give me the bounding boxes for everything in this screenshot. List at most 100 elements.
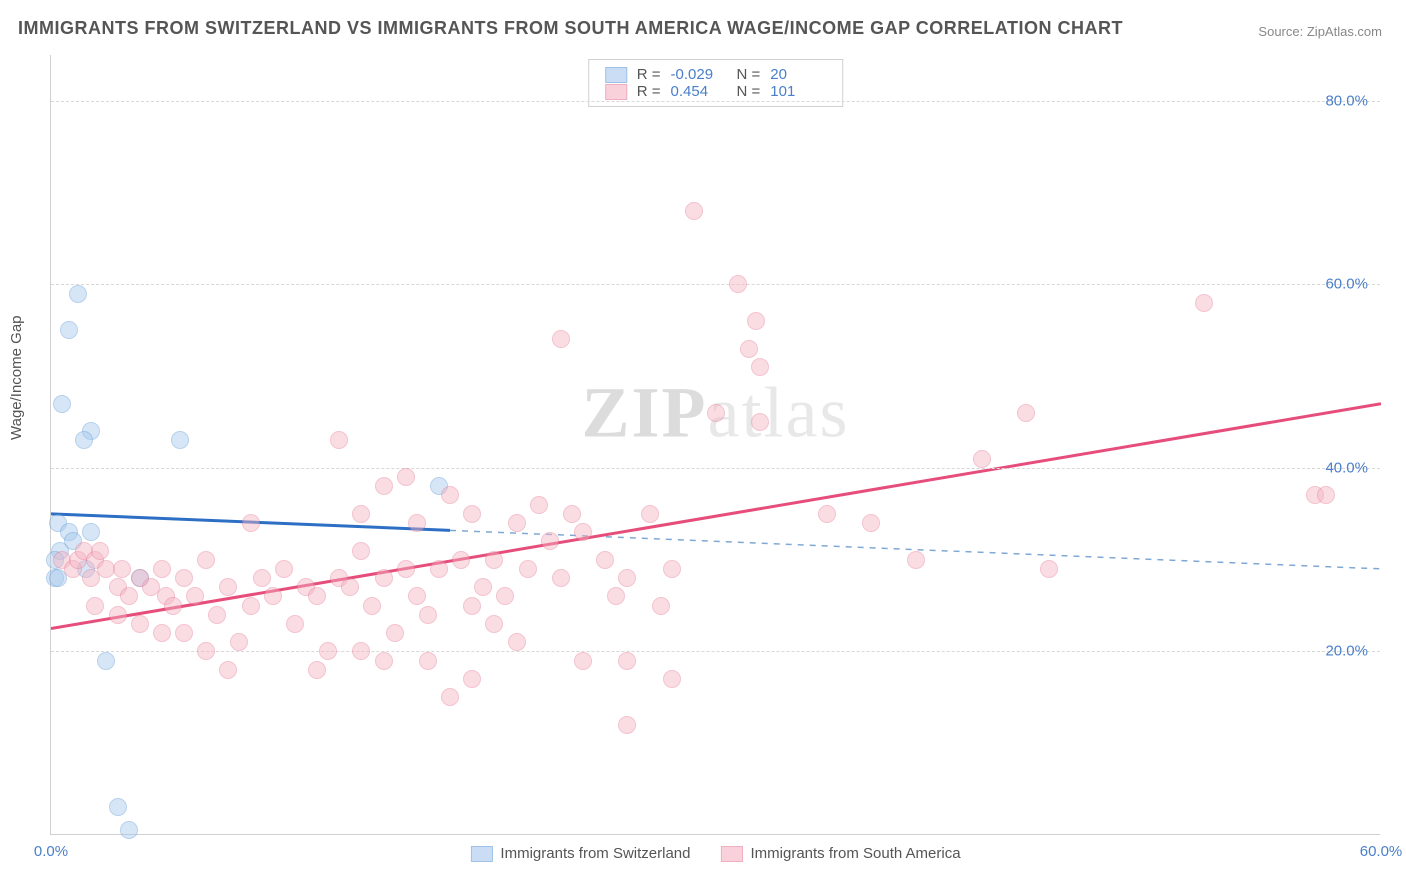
point-south-america	[219, 661, 237, 679]
y-axis-label: Wage/Income Gap	[8, 315, 25, 440]
gridline-h	[51, 651, 1380, 652]
point-south-america	[563, 505, 581, 523]
point-south-america	[485, 615, 503, 633]
point-south-america	[242, 597, 260, 615]
point-south-america	[973, 450, 991, 468]
swatch-south-america-b	[720, 846, 742, 862]
point-south-america	[208, 606, 226, 624]
point-switzerland	[69, 285, 87, 303]
point-south-america	[685, 202, 703, 220]
point-south-america	[408, 514, 426, 532]
legend-row-switzerland: R = -0.029 N = 20	[605, 66, 827, 83]
point-south-america	[375, 569, 393, 587]
point-south-america	[907, 551, 925, 569]
point-south-america	[397, 560, 415, 578]
point-south-america	[352, 642, 370, 660]
point-south-america	[286, 615, 304, 633]
point-south-america	[1040, 560, 1058, 578]
point-south-america	[729, 275, 747, 293]
legend-label-south-america: Immigrants from South America	[750, 845, 960, 862]
point-south-america	[430, 560, 448, 578]
point-south-america	[419, 606, 437, 624]
point-south-america	[663, 670, 681, 688]
n-value-switzerland: 20	[770, 66, 826, 83]
point-south-america	[596, 551, 614, 569]
point-south-america	[474, 578, 492, 596]
point-switzerland	[53, 395, 71, 413]
point-south-america	[574, 652, 592, 670]
source-label: Source: ZipAtlas.com	[1258, 24, 1382, 39]
chart-title: IMMIGRANTS FROM SWITZERLAND VS IMMIGRANT…	[18, 18, 1123, 39]
point-south-america	[363, 597, 381, 615]
swatch-south-america	[605, 84, 627, 100]
point-south-america	[397, 468, 415, 486]
point-south-america	[618, 716, 636, 734]
point-south-america	[485, 551, 503, 569]
watermark-rest: atlas	[708, 373, 850, 453]
point-south-america	[164, 597, 182, 615]
point-south-america	[375, 652, 393, 670]
gridline-h	[51, 284, 1380, 285]
point-south-america	[463, 597, 481, 615]
point-south-america	[408, 587, 426, 605]
point-south-america	[386, 624, 404, 642]
point-south-america	[109, 606, 127, 624]
point-south-america	[641, 505, 659, 523]
xtick-label: 60.0%	[1360, 843, 1403, 860]
point-south-america	[452, 551, 470, 569]
point-south-america	[519, 560, 537, 578]
point-switzerland	[171, 431, 189, 449]
point-south-america	[496, 587, 514, 605]
legend-item-south-america: Immigrants from South America	[720, 845, 960, 862]
point-south-america	[153, 560, 171, 578]
point-south-america	[663, 560, 681, 578]
point-south-america	[552, 569, 570, 587]
gridline-h	[51, 468, 1380, 469]
point-south-america	[441, 486, 459, 504]
point-south-america	[186, 587, 204, 605]
point-south-america	[607, 587, 625, 605]
r-label: R =	[637, 66, 661, 83]
point-south-america	[1195, 294, 1213, 312]
point-switzerland	[75, 431, 93, 449]
ytick-label: 60.0%	[1325, 276, 1368, 293]
r-value-south-america: 0.454	[671, 83, 727, 100]
point-south-america	[441, 688, 459, 706]
point-south-america	[707, 404, 725, 422]
point-switzerland	[120, 821, 138, 839]
point-south-america	[253, 569, 271, 587]
point-south-america	[153, 624, 171, 642]
point-south-america	[264, 587, 282, 605]
ytick-label: 40.0%	[1325, 459, 1368, 476]
point-south-america	[751, 413, 769, 431]
watermark-bold: ZIP	[582, 373, 708, 453]
point-south-america	[91, 542, 109, 560]
legend-bottom: Immigrants from Switzerland Immigrants f…	[470, 845, 960, 862]
point-south-america	[463, 670, 481, 688]
n-label: N =	[737, 83, 761, 100]
r-value-switzerland: -0.029	[671, 66, 727, 83]
point-south-america	[197, 551, 215, 569]
point-south-america	[541, 532, 559, 550]
point-south-america	[175, 624, 193, 642]
point-south-america	[86, 597, 104, 615]
gridline-h	[51, 101, 1380, 102]
point-south-america	[375, 477, 393, 495]
point-switzerland	[97, 652, 115, 670]
ytick-label: 20.0%	[1325, 643, 1368, 660]
source-prefix: Source:	[1258, 24, 1303, 39]
legend-item-switzerland: Immigrants from Switzerland	[470, 845, 690, 862]
point-south-america	[175, 569, 193, 587]
point-south-america	[618, 652, 636, 670]
ytick-label: 80.0%	[1325, 92, 1368, 109]
point-south-america	[574, 523, 592, 541]
point-south-america	[862, 514, 880, 532]
point-south-america	[230, 633, 248, 651]
point-south-america	[508, 514, 526, 532]
point-switzerland	[60, 321, 78, 339]
point-south-america	[197, 642, 215, 660]
swatch-switzerland-b	[470, 846, 492, 862]
point-south-america	[818, 505, 836, 523]
n-label: N =	[737, 66, 761, 83]
point-south-america	[352, 505, 370, 523]
